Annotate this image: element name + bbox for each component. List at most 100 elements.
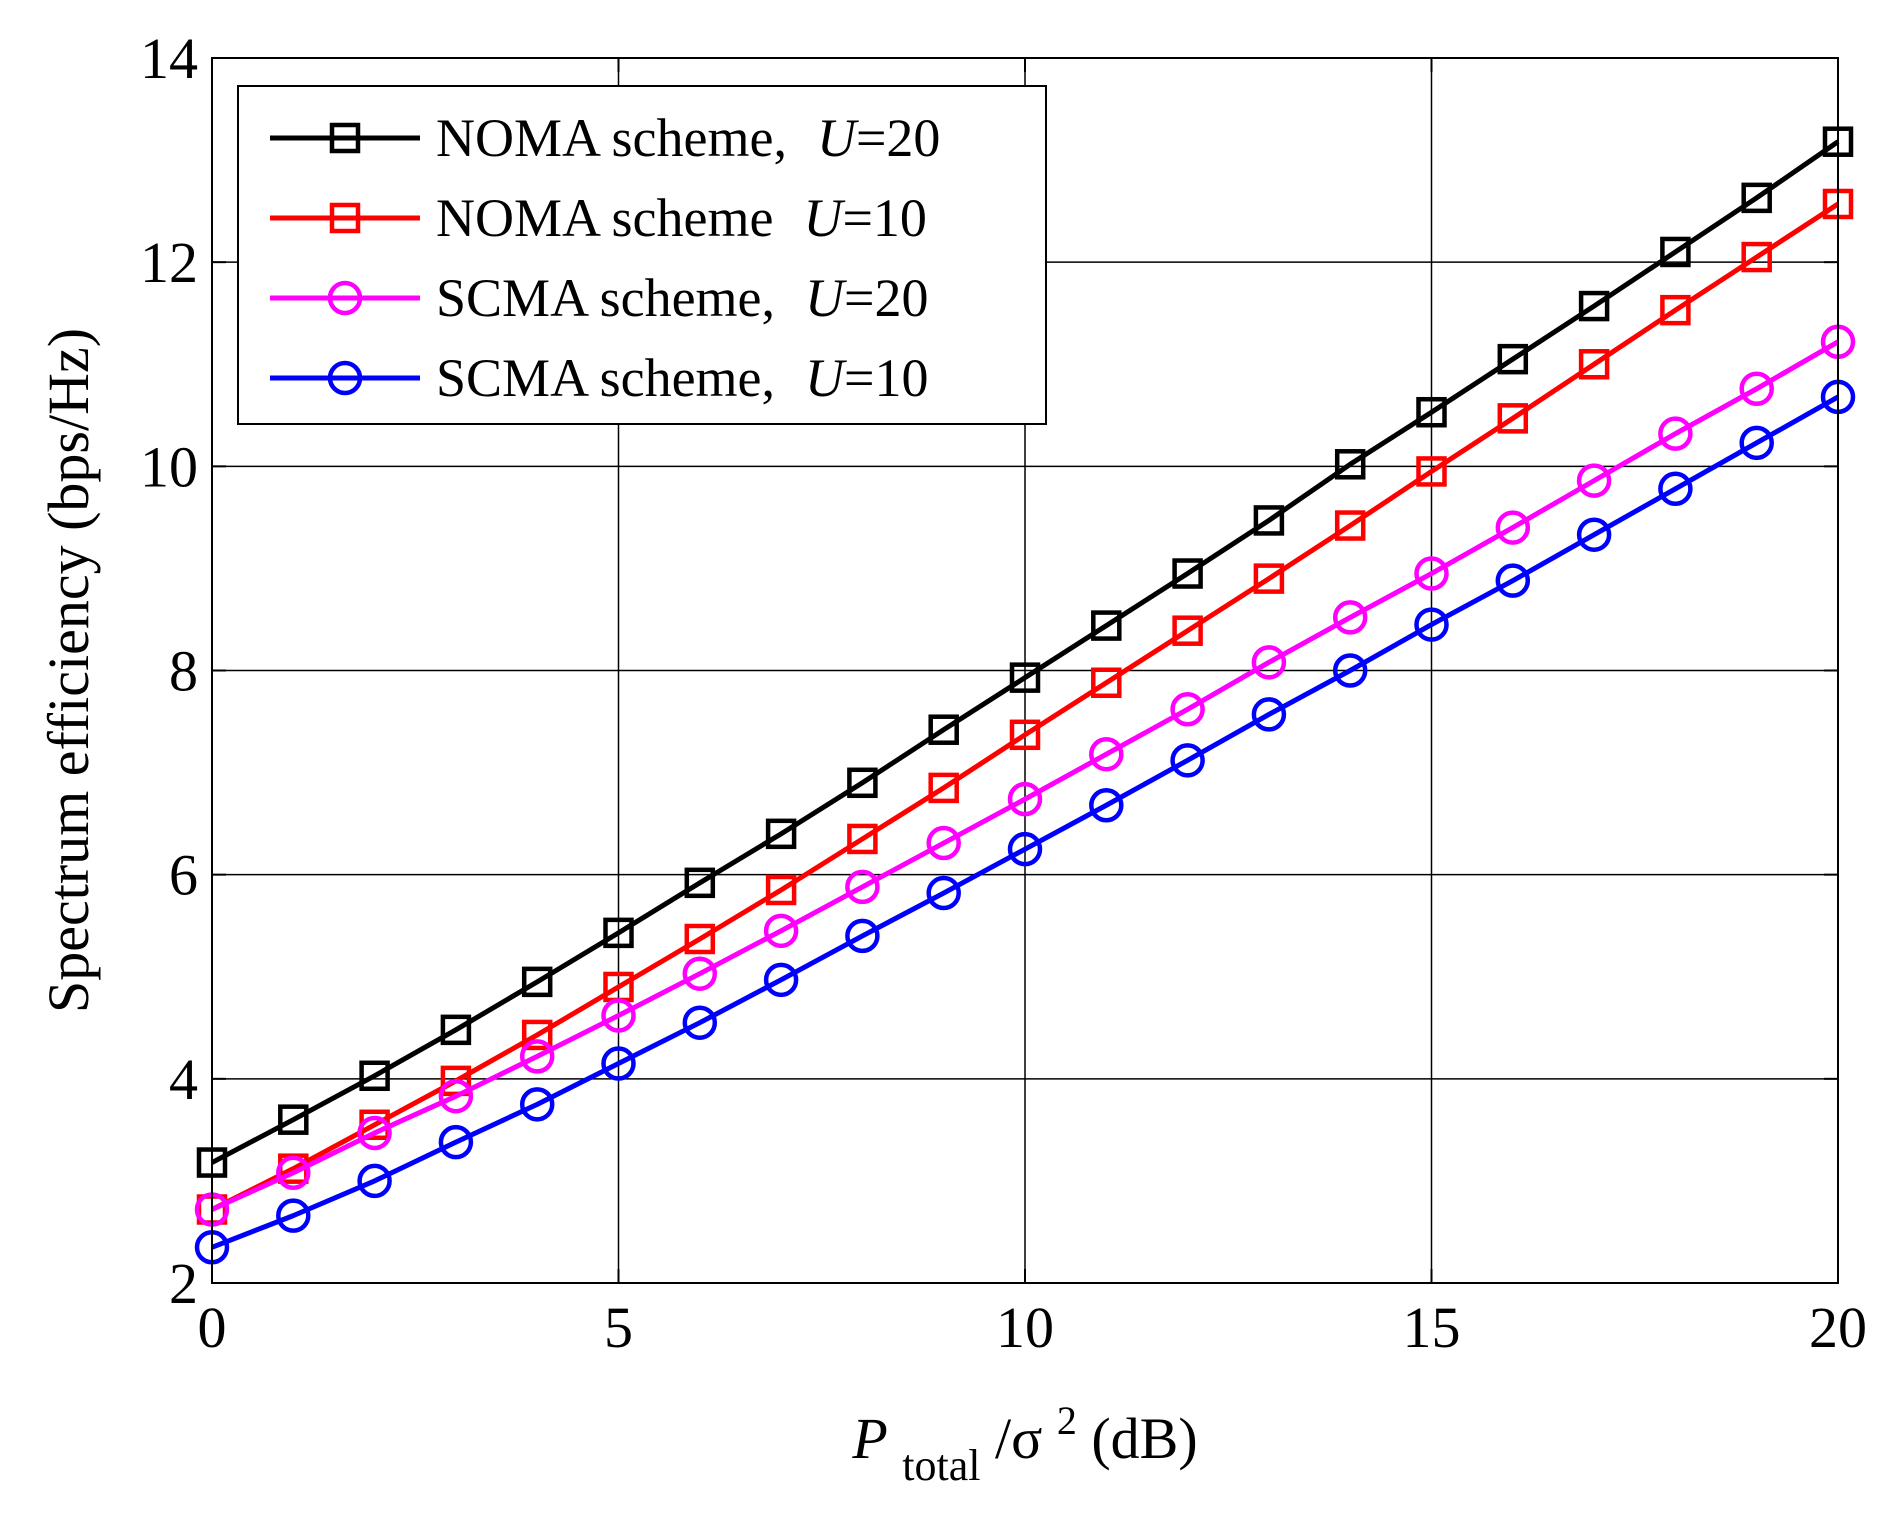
legend-scheme-name: SCMA scheme,	[436, 348, 775, 408]
data-point	[359, 1060, 390, 1092]
legend-scheme-name: SCMA scheme,	[436, 268, 775, 328]
legend-param-value: =20	[856, 108, 940, 168]
data-point	[1658, 416, 1693, 451]
x-tick-label: 15	[1403, 1295, 1461, 1360]
legend-label: SCMA scheme, U=10	[436, 348, 928, 408]
x-axis-label-superscript: 2	[1057, 1398, 1077, 1443]
ticks: 0 5 10 15 20 2 4 6 8 10 12 14	[140, 26, 1867, 1360]
legend-item: NOMA scheme U=10	[270, 188, 927, 248]
data-point	[845, 918, 880, 954]
data-point	[519, 1039, 555, 1074]
x-axis-label-unit: (dB)	[1091, 1406, 1197, 1471]
legend-scheme-name: NOMA scheme	[436, 188, 773, 248]
data-point	[1251, 645, 1287, 680]
data-point	[684, 867, 716, 899]
data-point	[1495, 563, 1531, 598]
data-point	[765, 874, 797, 906]
data-point	[438, 1078, 474, 1114]
data-point	[1334, 510, 1366, 541]
data-point	[1576, 517, 1612, 552]
legend-item: SCMA scheme, U=20	[270, 268, 928, 328]
data-point	[1739, 371, 1774, 406]
y-axis-label: Spectrum efficiency (bps/Hz)	[36, 328, 101, 1013]
legend-param-value: =10	[844, 348, 928, 408]
series-layer	[194, 126, 1856, 1265]
legend-param-value: =20	[844, 268, 928, 328]
data-point	[1332, 653, 1368, 688]
data-point	[1576, 463, 1612, 498]
x-tick-label: 5	[604, 1295, 633, 1360]
series-line	[211, 394, 1840, 1250]
legend-param-value: =10	[842, 188, 926, 248]
data-point	[1497, 403, 1529, 434]
data-point	[1170, 692, 1205, 727]
series-line	[210, 139, 1840, 1165]
x-axis-label-over: /σ	[995, 1406, 1042, 1471]
data-point	[845, 869, 880, 905]
data-point	[603, 917, 634, 949]
data-point	[928, 714, 959, 745]
data-point	[926, 875, 961, 911]
data-point	[1739, 425, 1774, 461]
series-line	[210, 201, 1840, 1212]
data-point	[601, 998, 636, 1033]
data-point	[1578, 349, 1610, 380]
data-point	[1172, 558, 1203, 589]
data-point	[763, 913, 799, 949]
legend-param-symbol: U	[803, 188, 845, 248]
data-point	[1091, 667, 1122, 698]
y-tick-label: 4	[169, 1047, 198, 1112]
data-point	[1416, 396, 1447, 428]
data-point	[682, 1005, 718, 1040]
data-point	[1414, 607, 1449, 642]
data-point	[1495, 510, 1531, 545]
x-tick-label: 0	[198, 1295, 227, 1360]
data-point	[1172, 615, 1203, 646]
data-point	[1660, 236, 1691, 268]
legend-box	[237, 85, 1047, 425]
data-point	[1253, 563, 1285, 594]
legend-param-symbol: U	[805, 348, 847, 408]
data-point	[1578, 290, 1610, 322]
legend-param-symbol: U	[805, 268, 847, 328]
data-point	[684, 923, 716, 955]
x-tick-label: 20	[1809, 1295, 1867, 1360]
y-tick-label: 2	[169, 1251, 198, 1316]
data-point	[278, 1104, 309, 1135]
data-point	[1658, 471, 1693, 507]
data-point	[521, 1019, 553, 1051]
data-point	[276, 1155, 311, 1190]
x-tick-label: 10	[996, 1295, 1054, 1360]
y-tick-label: 6	[169, 843, 198, 908]
y-tick-label: 14	[140, 26, 198, 91]
legend-marker	[329, 202, 361, 234]
data-point	[357, 1115, 392, 1151]
data-point	[276, 1198, 311, 1233]
series-1	[196, 126, 1854, 1178]
y-tick-label: 8	[169, 639, 198, 704]
y-tick-label: 10	[140, 434, 198, 499]
data-point	[438, 1124, 474, 1160]
data-point	[928, 772, 959, 804]
data-point	[519, 1087, 555, 1122]
legend-scheme-name: NOMA scheme,	[436, 108, 787, 168]
data-point	[765, 818, 797, 850]
data-point	[1741, 241, 1772, 273]
x-axis-label-subscript: total	[902, 1441, 980, 1490]
legend-param-symbol: U	[817, 108, 859, 168]
legend-marker	[329, 122, 361, 154]
data-point	[1009, 719, 1041, 751]
data-point	[1332, 600, 1368, 635]
legend-label: NOMA scheme, U=20	[436, 108, 940, 168]
data-point	[1416, 456, 1447, 487]
data-point	[847, 767, 878, 799]
series-line	[210, 339, 1840, 1212]
legend-marker	[327, 280, 363, 316]
data-point	[1089, 736, 1124, 772]
data-point	[1089, 788, 1124, 823]
data-point	[521, 966, 553, 998]
data-point	[1170, 743, 1205, 778]
data-point	[1253, 505, 1285, 536]
data-point	[440, 1014, 472, 1046]
